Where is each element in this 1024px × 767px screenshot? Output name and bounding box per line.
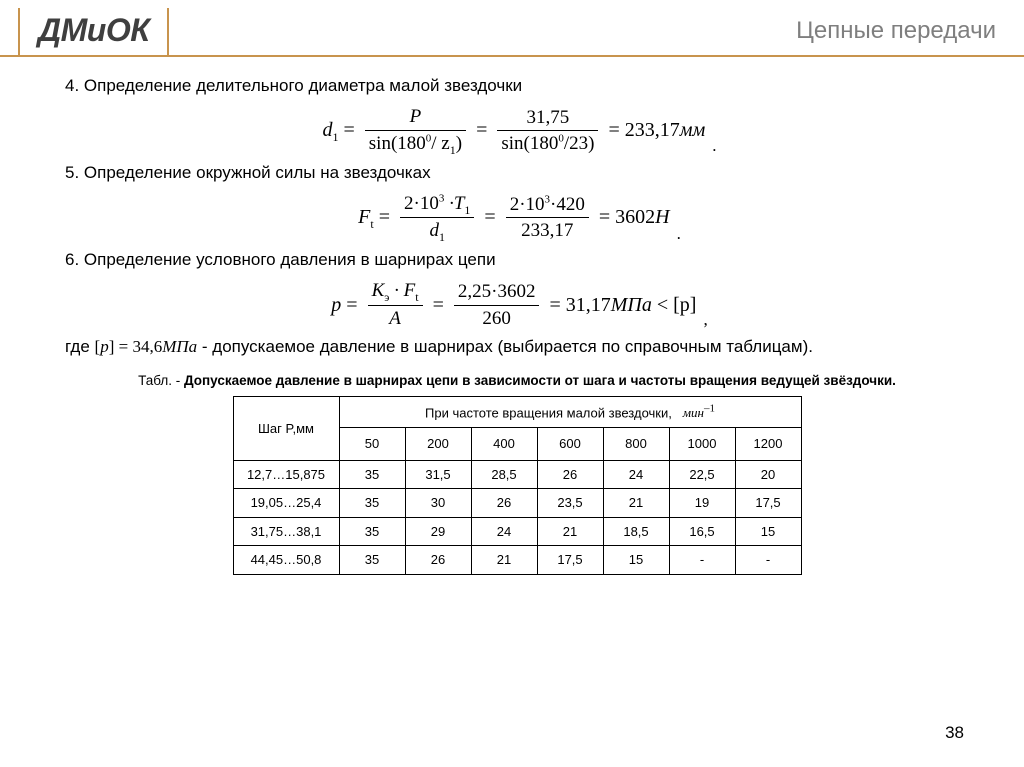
section-4-title: 4. Определение делительного диаметра мал… <box>65 75 969 98</box>
speed-header: 1000 <box>669 427 735 460</box>
value-cell: 29 <box>405 517 471 546</box>
header-title: Цепные передачи <box>796 17 996 47</box>
speed-header: 50 <box>339 427 405 460</box>
content-area: 4. Определение делительного диаметра мал… <box>0 57 1024 575</box>
speed-header: 1200 <box>735 427 801 460</box>
value-cell: 24 <box>471 517 537 546</box>
value-cell: 23,5 <box>537 489 603 518</box>
value-cell: 15 <box>735 517 801 546</box>
speed-header: 600 <box>537 427 603 460</box>
value-cell: 17,5 <box>537 546 603 575</box>
value-cell: 35 <box>339 489 405 518</box>
logo-box: ДМиОК <box>18 8 169 57</box>
value-cell: 19 <box>669 489 735 518</box>
value-cell: 21 <box>471 546 537 575</box>
value-cell: 35 <box>339 460 405 489</box>
value-cell: 35 <box>339 517 405 546</box>
value-cell: 35 <box>339 546 405 575</box>
value-cell: 22,5 <box>669 460 735 489</box>
value-cell: 24 <box>603 460 669 489</box>
table-caption: Табл. - Допускаемое давление в шарнирах … <box>65 373 969 390</box>
step-cell: 12,7…15,875 <box>233 460 339 489</box>
step-cell: 31,75…38,1 <box>233 517 339 546</box>
value-cell: 30 <box>405 489 471 518</box>
col-step: Шаг P,мм <box>233 396 339 460</box>
value-cell: 28,5 <box>471 460 537 489</box>
value-cell: - <box>735 546 801 575</box>
formula-6: p = Kэ · FtA = 2,25·3602260 = 31,17МПа <… <box>65 278 969 332</box>
value-cell: 26 <box>471 489 537 518</box>
value-cell: 20 <box>735 460 801 489</box>
section-6-title: 6. Определение условного давления в шарн… <box>65 249 969 272</box>
value-cell: 17,5 <box>735 489 801 518</box>
value-cell: 15 <box>603 546 669 575</box>
value-cell: 31,5 <box>405 460 471 489</box>
formula-4: d1 = Psin(1800/ z1) = 31,75sin(1800/23) … <box>65 104 969 158</box>
value-cell: - <box>669 546 735 575</box>
page-header: ДМиОК Цепные передачи <box>0 0 1024 57</box>
value-cell: 21 <box>537 517 603 546</box>
step-cell: 19,05…25,4 <box>233 489 339 518</box>
value-cell: 16,5 <box>669 517 735 546</box>
formula-5: Ft = 2·103 ·T1d1 = 2·103·420233,17 = 360… <box>65 191 969 246</box>
value-cell: 21 <box>603 489 669 518</box>
value-cell: 18,5 <box>603 517 669 546</box>
step-cell: 44,45…50,8 <box>233 546 339 575</box>
value-cell: 26 <box>405 546 471 575</box>
header-line: При частоте вращения малой звездочки, ми… <box>339 396 801 427</box>
page-number: 38 <box>945 723 964 743</box>
speed-header: 400 <box>471 427 537 460</box>
allowable-note: где [p] = 34,6МПа - допускаемое давление… <box>65 336 969 359</box>
speed-header: 200 <box>405 427 471 460</box>
value-cell: 26 <box>537 460 603 489</box>
section-5-title: 5. Определение окружной силы на звездочк… <box>65 162 969 185</box>
speed-header: 800 <box>603 427 669 460</box>
pressure-table: Шаг P,мм При частоте вращения малой звез… <box>233 396 802 575</box>
logo-text: ДМиОК <box>38 12 149 48</box>
